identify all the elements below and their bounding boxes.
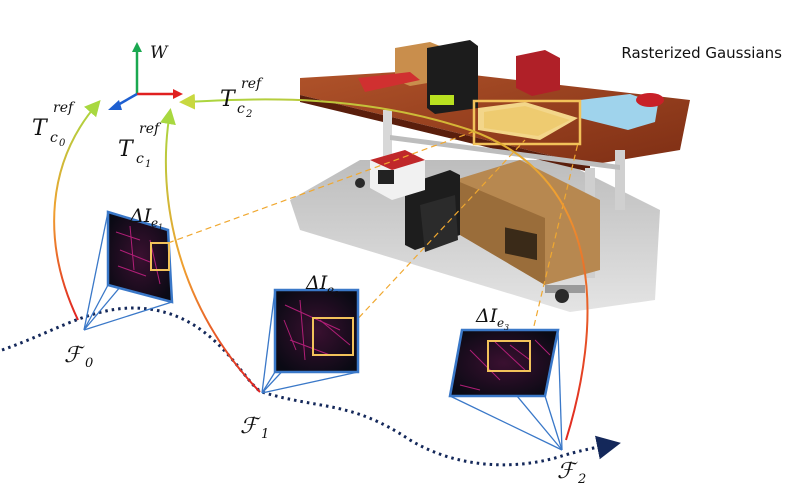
frame-symbol: ℱ bbox=[240, 414, 261, 439]
small-box-print bbox=[378, 170, 394, 184]
event-texture-0 bbox=[115, 225, 161, 285]
table-stretcher bbox=[390, 135, 620, 170]
scene-label: Rasterized Gaussians bbox=[621, 44, 782, 62]
red-box bbox=[516, 50, 560, 96]
table-wheel bbox=[555, 289, 569, 303]
box-print bbox=[505, 227, 537, 261]
world-frame: W bbox=[108, 42, 183, 110]
projection-line bbox=[351, 139, 526, 326]
transform-label-1: T ref c 1 bbox=[118, 121, 162, 170]
event-base: ΔI bbox=[305, 272, 328, 294]
world-axis-x-head bbox=[173, 89, 183, 99]
world-axis-z-head bbox=[108, 100, 122, 110]
frustum-ray bbox=[261, 371, 359, 394]
frustum-ray bbox=[83, 211, 109, 331]
frame-label-1: ℱ 1 bbox=[240, 414, 269, 442]
transform-base: T bbox=[220, 87, 237, 112]
event-highlight-box-2 bbox=[487, 340, 531, 372]
transform-subsub: 2 bbox=[245, 109, 252, 120]
event-sub: e bbox=[327, 283, 334, 297]
frustum-ray bbox=[261, 371, 276, 394]
world-frame-label: W bbox=[150, 43, 169, 63]
event-highlight-box-1 bbox=[312, 317, 354, 356]
scene-highlight-box bbox=[472, 99, 582, 146]
transform-sup: ref bbox=[241, 76, 264, 92]
event-label-2: ΔI e 3 bbox=[475, 305, 509, 332]
event-texture-1 bbox=[283, 299, 351, 361]
projection-line bbox=[167, 129, 479, 244]
transform-sub: c bbox=[237, 101, 245, 117]
camera-trajectory bbox=[1, 306, 621, 467]
event-label-0: ΔI e 1 bbox=[129, 205, 163, 232]
transform-sup: ref bbox=[139, 121, 162, 137]
transform-base: T bbox=[32, 116, 49, 141]
event-subsub: 1 bbox=[158, 223, 163, 232]
yellow-tray-lid bbox=[484, 106, 570, 136]
transform-subsub: 1 bbox=[145, 159, 151, 170]
event-sub: e bbox=[497, 316, 504, 330]
camera-frustum-0 bbox=[83, 210, 174, 331]
frustum-ray bbox=[544, 395, 563, 451]
frame-label-0: ℱ 0 bbox=[64, 343, 93, 371]
event-subsub: 2 bbox=[333, 290, 339, 299]
gpu-box-label bbox=[430, 95, 454, 105]
frame-sub: 0 bbox=[85, 356, 93, 371]
projection-lines bbox=[167, 129, 579, 356]
frustum-ray bbox=[557, 329, 563, 451]
event-base: ΔI bbox=[475, 305, 498, 327]
frame-label-2: ℱ 2 bbox=[557, 459, 586, 487]
transform-curve-0 bbox=[53, 99, 101, 321]
rasterized-scene bbox=[290, 40, 690, 312]
transform-curve-2 bbox=[179, 93, 589, 441]
event-highlight-box-0 bbox=[150, 242, 170, 271]
frustum-ray bbox=[449, 395, 563, 451]
transform-sub: c bbox=[136, 151, 144, 167]
table-leg bbox=[615, 150, 625, 210]
frame-symbol: ℱ bbox=[557, 459, 578, 484]
red-tray bbox=[358, 72, 420, 92]
frame-sub: 2 bbox=[577, 472, 586, 487]
red-roll bbox=[636, 93, 664, 107]
transform-label-2: T ref c 2 bbox=[220, 76, 264, 120]
transform-base: T bbox=[118, 137, 135, 162]
transform-sub: c bbox=[50, 130, 58, 146]
table-leg bbox=[383, 110, 392, 190]
world-axis-y-head bbox=[132, 42, 142, 52]
event-texture-2 bbox=[459, 339, 551, 391]
table-leg-foot bbox=[545, 285, 585, 293]
frame-sub: 1 bbox=[261, 427, 269, 442]
event-subsub: 3 bbox=[504, 323, 509, 332]
event-sub: e bbox=[151, 216, 158, 230]
camera-frustum-2 bbox=[448, 328, 563, 451]
table-wheel bbox=[355, 178, 365, 188]
transform-subsub: 0 bbox=[59, 138, 66, 149]
transform-label-0: T ref c 0 bbox=[32, 100, 76, 149]
event-base: ΔI bbox=[129, 205, 152, 227]
transform-sup: ref bbox=[53, 100, 76, 116]
projection-line bbox=[526, 142, 579, 356]
frame-symbol: ℱ bbox=[64, 343, 85, 368]
event-image-1 bbox=[273, 288, 360, 374]
frustum-ray bbox=[83, 301, 173, 331]
transform-curve-1 bbox=[160, 108, 261, 393]
dark-case bbox=[420, 195, 458, 252]
small-box-top bbox=[370, 150, 425, 170]
camera-frustum-1 bbox=[261, 288, 360, 394]
cardboard-box-side bbox=[455, 180, 545, 285]
frustum-ray bbox=[83, 284, 109, 331]
event-label-1: ΔI e 2 bbox=[305, 272, 339, 299]
frustum-ray bbox=[261, 289, 276, 394]
